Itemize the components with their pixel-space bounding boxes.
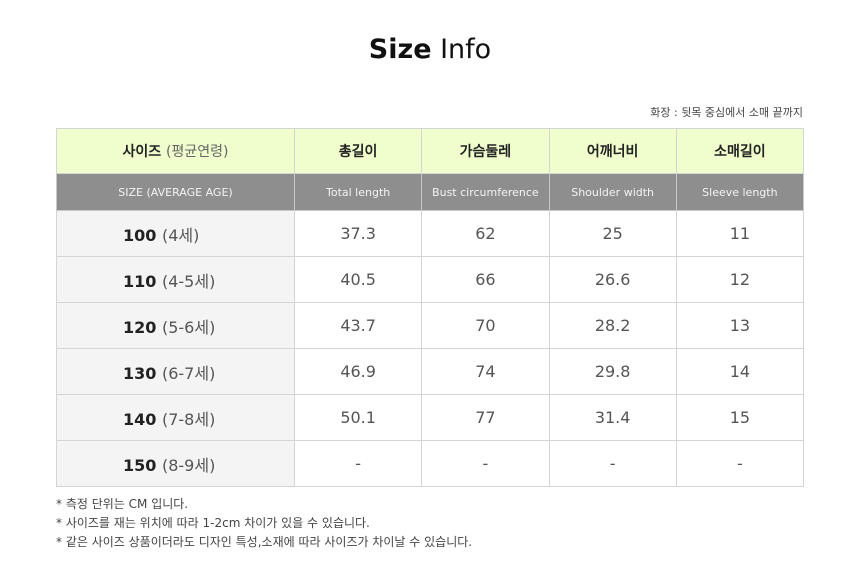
header-col: 소매길이 bbox=[675, 128, 805, 174]
size-cell: 140 (7-8세) bbox=[56, 394, 295, 441]
header-col-en: Total length bbox=[293, 173, 423, 211]
value-cell: 31.4 bbox=[548, 394, 677, 441]
value-cell: 13 bbox=[675, 302, 805, 349]
table-row: 150 (8-9세) - - - - bbox=[56, 440, 805, 487]
value-cell: - bbox=[421, 440, 550, 487]
value-cell: 14 bbox=[675, 348, 805, 395]
table-row: 140 (7-8세) 50.1 77 31.4 15 bbox=[56, 394, 805, 441]
value-cell: 70 bbox=[421, 302, 550, 349]
header-size-en: SIZE (AVERAGE AGE) bbox=[56, 173, 295, 211]
header-size: 사이즈 (평균연령) bbox=[56, 128, 295, 174]
value-cell: - bbox=[293, 440, 423, 487]
header-row-english: SIZE (AVERAGE AGE) Total length Bust cir… bbox=[56, 173, 805, 211]
header-col-en: Sleeve length bbox=[675, 173, 805, 211]
size-cell: 130 (6-7세) bbox=[56, 348, 295, 395]
value-cell: 40.5 bbox=[293, 256, 423, 303]
value-cell: 62 bbox=[421, 210, 550, 257]
table-row: 130 (6-7세) 46.9 74 29.8 14 bbox=[56, 348, 805, 395]
table-row: 110 (4-5세) 40.5 66 26.6 12 bbox=[56, 256, 805, 303]
header-col: 가슴둘레 bbox=[421, 128, 550, 174]
size-cell: 100 (4세) bbox=[56, 210, 295, 257]
size-cell: 110 (4-5세) bbox=[56, 256, 295, 303]
page-title: Size Info bbox=[0, 34, 860, 65]
value-cell: 74 bbox=[421, 348, 550, 395]
value-cell: 11 bbox=[675, 210, 805, 257]
value-cell: 43.7 bbox=[293, 302, 423, 349]
table-row: 100 (4세) 37.3 62 25 11 bbox=[56, 210, 805, 257]
table-row: 120 (5-6세) 43.7 70 28.2 13 bbox=[56, 302, 805, 349]
value-cell: 77 bbox=[421, 394, 550, 441]
header-col: 총길이 bbox=[293, 128, 423, 174]
footnote: * 사이즈를 재는 위치에 따라 1-2cm 차이가 있을 수 있습니다. bbox=[56, 516, 370, 530]
size-table: 사이즈 (평균연령) 총길이 가슴둘레 어깨너비 소매길이 SIZE (AVER… bbox=[56, 128, 805, 487]
value-cell: 50.1 bbox=[293, 394, 423, 441]
value-cell: - bbox=[548, 440, 677, 487]
header-col-en: Bust circumference bbox=[421, 173, 550, 211]
value-cell: 66 bbox=[421, 256, 550, 303]
size-cell: 120 (5-6세) bbox=[56, 302, 295, 349]
value-cell: 46.9 bbox=[293, 348, 423, 395]
size-cell: 150 (8-9세) bbox=[56, 440, 295, 487]
footnote: * 같은 사이즈 상품이더라도 디자인 특성,소재에 따라 사이즈가 차이날 수… bbox=[56, 535, 473, 549]
title-rest: Info bbox=[431, 34, 492, 65]
value-cell: 37.3 bbox=[293, 210, 423, 257]
header-col-en: Shoulder width bbox=[548, 173, 677, 211]
value-cell: 25 bbox=[548, 210, 677, 257]
header-col: 어깨너비 bbox=[548, 128, 677, 174]
value-cell: 29.8 bbox=[548, 348, 677, 395]
measurement-note: 화장 : 뒷목 중심에서 소매 끝까지 bbox=[650, 106, 803, 119]
title-bold: Size bbox=[368, 34, 432, 65]
value-cell: - bbox=[675, 440, 805, 487]
value-cell: 28.2 bbox=[548, 302, 677, 349]
footnotes: * 측정 단위는 CM 입니다. * 사이즈를 재는 위치에 따라 1-2cm … bbox=[56, 495, 472, 552]
value-cell: 12 bbox=[675, 256, 805, 303]
value-cell: 15 bbox=[675, 394, 805, 441]
footnote: * 측정 단위는 CM 입니다. bbox=[56, 497, 189, 511]
header-row-korean: 사이즈 (평균연령) 총길이 가슴둘레 어깨너비 소매길이 bbox=[56, 128, 805, 174]
value-cell: 26.6 bbox=[548, 256, 677, 303]
